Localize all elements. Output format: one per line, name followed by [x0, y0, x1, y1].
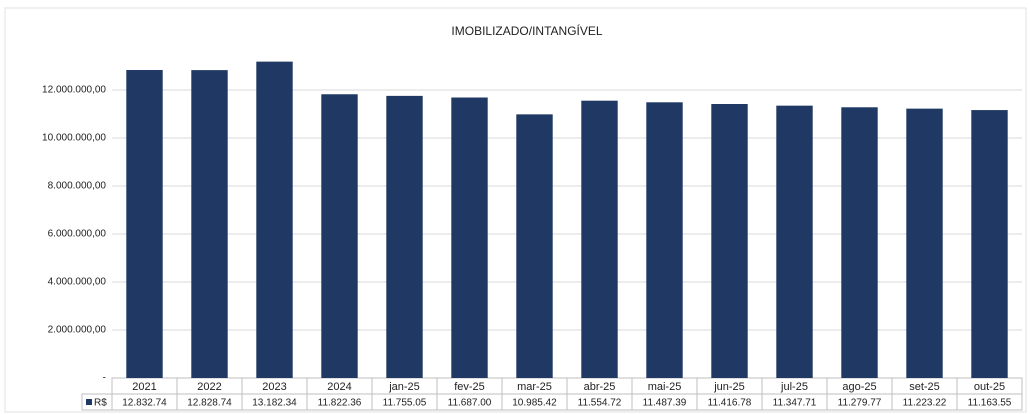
x-tick-label: 2024: [327, 381, 351, 393]
legend-swatch: [86, 399, 92, 405]
bar: [776, 105, 813, 378]
bar: [906, 108, 943, 378]
data-table-value: 12.832.74: [122, 398, 167, 409]
x-tick-label: 2023: [262, 381, 286, 393]
x-tick-label: 2022: [197, 381, 221, 393]
data-table-value: 12.828.74: [187, 398, 232, 409]
bar: [841, 107, 878, 378]
y-tick-label: 6.000.000,00: [48, 229, 107, 240]
x-tick-label: mai-25: [648, 381, 682, 393]
data-table-value: 11.223.22: [903, 398, 947, 409]
x-tick-label: 2021: [132, 381, 156, 393]
x-tick-label: abr-25: [584, 381, 616, 393]
y-tick-label: 12.000.000,00: [42, 85, 106, 96]
data-table-value: 11.554.72: [578, 398, 622, 409]
y-tick-label: 4.000.000,00: [48, 277, 107, 288]
bar: [256, 61, 293, 378]
bar: [126, 70, 163, 379]
y-tick-label: -: [103, 373, 106, 384]
bar: [191, 70, 228, 379]
x-tick-label: jun-25: [713, 381, 745, 393]
data-table-value: 11.163.55: [968, 398, 1012, 409]
data-table-value: 11.347.71: [773, 398, 817, 409]
bar: [711, 103, 748, 378]
y-tick-label: 2.000.000,00: [48, 325, 107, 336]
x-tick-label: set-25: [909, 381, 940, 393]
bar: [451, 97, 488, 379]
data-table-value: 11.755.05: [383, 398, 427, 409]
y-tick-label: 8.000.000,00: [48, 181, 107, 192]
data-table-value: 13.182.34: [252, 398, 297, 409]
bar: [321, 94, 358, 378]
bar: [516, 114, 553, 379]
data-table-value: 10.985.42: [512, 398, 557, 409]
bar: [581, 100, 618, 379]
x-tick-label: mar-25: [517, 381, 552, 393]
table-cell: [956, 393, 1023, 411]
chart-title: IMOBILIZADO/INTANGÍVEL: [451, 23, 602, 38]
bar: [386, 95, 423, 379]
x-tick-label: out-25: [974, 381, 1005, 393]
x-tick-label: ago-25: [842, 381, 876, 393]
data-table-value: 11.279.77: [838, 398, 882, 409]
x-tick-label: fev-25: [454, 381, 485, 393]
data-table-value: 11.416.78: [708, 398, 752, 409]
bar: [646, 102, 683, 378]
data-table-value: 11.487.39: [643, 398, 687, 409]
x-tick-label: jul-25: [780, 381, 808, 393]
legend-label: R$: [94, 398, 107, 409]
x-tick-label: jan-25: [388, 381, 420, 393]
chart-border: [4, 7, 1027, 413]
data-table-value: 11.687.00: [448, 398, 492, 409]
y-tick-label: 10.000.000,00: [42, 133, 106, 144]
data-table-value: 11.822.36: [318, 398, 362, 409]
bar: [971, 110, 1008, 378]
